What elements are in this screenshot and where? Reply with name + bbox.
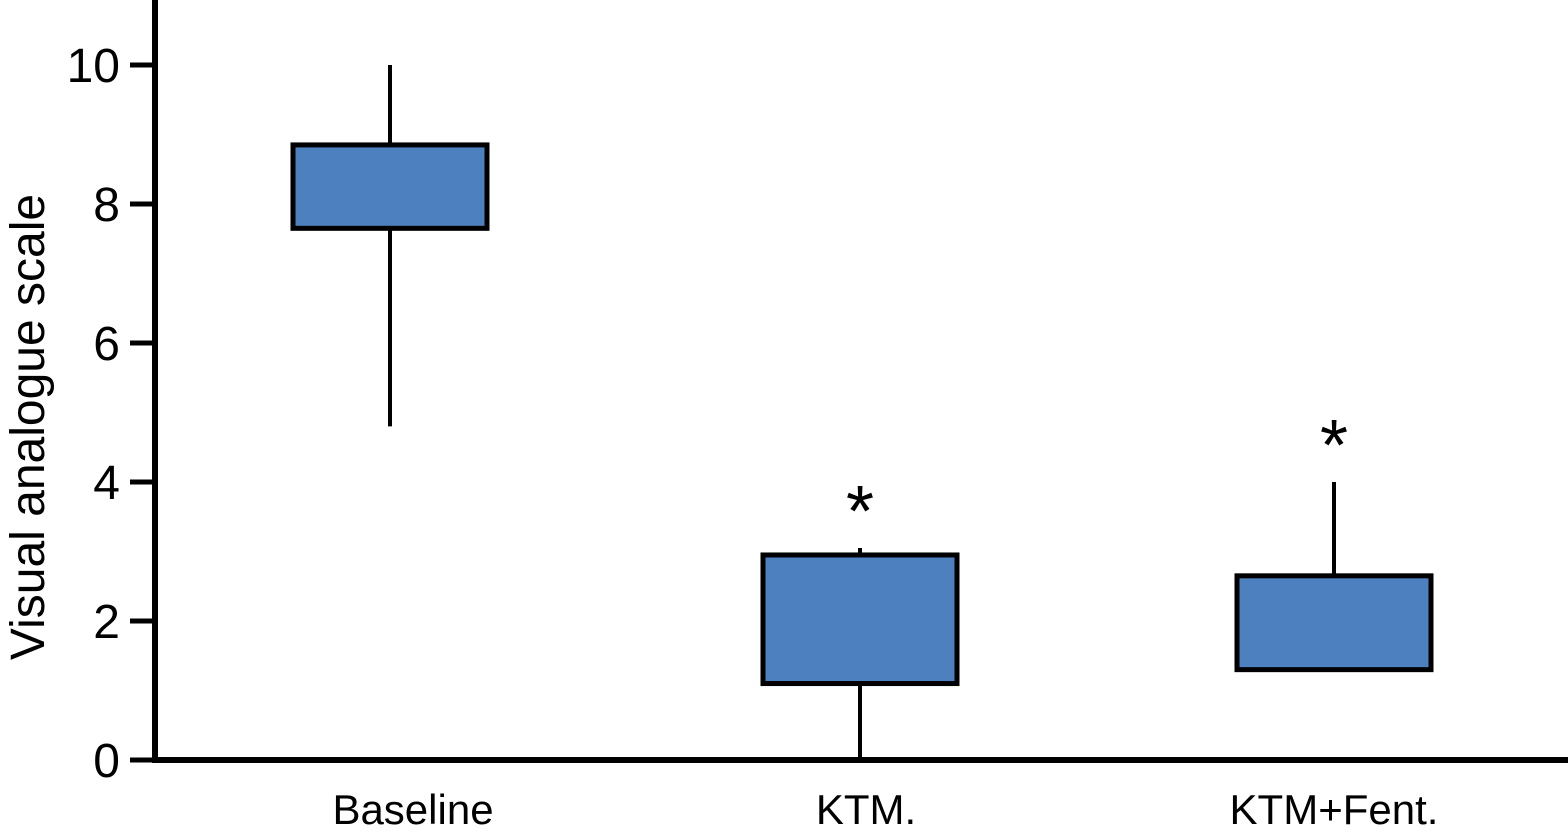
- significance-asterisk: *: [846, 472, 874, 552]
- x-category-label: KTM+Fent.: [1230, 786, 1439, 833]
- box-rect: [1234, 573, 1434, 673]
- y-axis-title: Visual analogue scale: [2, 194, 55, 660]
- y-tick-label: 4: [93, 457, 120, 510]
- x-category-label: KTM.: [816, 786, 916, 833]
- x-category-label: Baseline: [332, 786, 493, 833]
- y-tick-label: 10: [67, 40, 120, 93]
- significance-asterisk: *: [1320, 406, 1348, 486]
- y-tick-label: 2: [93, 596, 120, 649]
- y-tick-label: 8: [93, 179, 120, 232]
- box-rect: [290, 142, 490, 231]
- y-tick-label: 6: [93, 318, 120, 371]
- y-tick-label: 0: [93, 735, 120, 788]
- box-rect: [760, 552, 960, 687]
